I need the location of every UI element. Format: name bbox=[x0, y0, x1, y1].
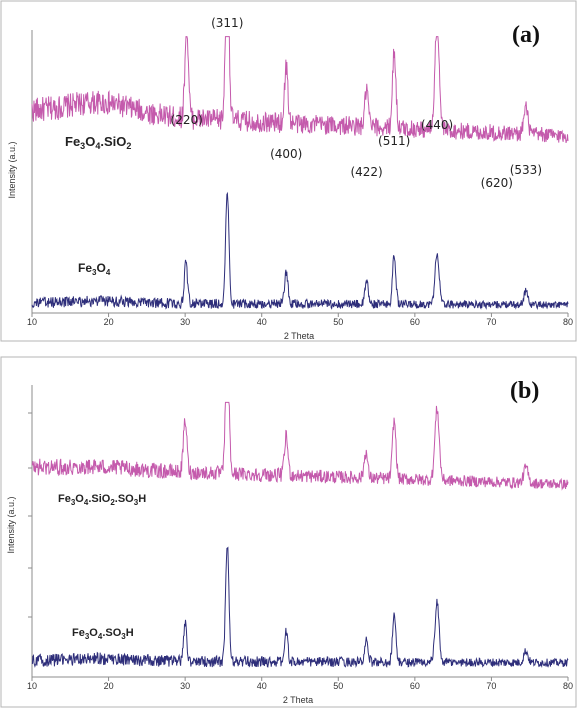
peak-annotation: (220) bbox=[171, 113, 203, 127]
x-tick-label: 20 bbox=[104, 317, 114, 327]
x-tick-label: 60 bbox=[410, 681, 420, 691]
peak-annotation: (533) bbox=[510, 163, 542, 177]
panel-a-plot: 10 20 30 40 50 60 70 80 Fe3O4.SiO2 Fe3O4 (220) (311… bbox=[27, 16, 573, 327]
series-line-fe3o4-so3h bbox=[31, 546, 569, 669]
series-line-fe3o4-sio2-so3h bbox=[31, 401, 569, 491]
x-tick-label: 70 bbox=[486, 681, 496, 691]
x-tick-label: 30 bbox=[180, 317, 190, 327]
panel-a-xlabel: 2 Theta bbox=[284, 331, 314, 341]
peak-annotation: (440) bbox=[421, 118, 453, 132]
panel-a-label: (a) bbox=[512, 22, 540, 48]
x-tick-label: 70 bbox=[486, 317, 496, 327]
series-label: Fe3O4.SO3H bbox=[72, 627, 134, 641]
peak-annotation: (422) bbox=[350, 165, 382, 179]
series-label: Fe3O4.SiO2.SO3H bbox=[58, 493, 146, 507]
panel-b-xlabel: 2 Theta bbox=[283, 695, 313, 705]
peak-annotation: (400) bbox=[270, 147, 302, 161]
x-tick-label: 10 bbox=[27, 317, 37, 327]
peak-annotation: (311) bbox=[211, 16, 243, 30]
peak-annotation: (620) bbox=[481, 176, 513, 190]
x-tick-label: 40 bbox=[257, 317, 267, 327]
panel-b-plot: 10 20 30 40 50 60 70 80 Fe3O4.SiO2.SO3H Fe3O4.SO3… bbox=[27, 385, 573, 691]
x-tick-label: 20 bbox=[104, 681, 114, 691]
panel-b-label: (b) bbox=[510, 378, 539, 404]
panel-b: (b) Intensity (a.u.) 2 Theta 10 20 30 40 50 6… bbox=[0, 356, 577, 708]
panel-b-ylabel: Intensity (a.u.) bbox=[6, 496, 16, 553]
x-tick-label: 80 bbox=[563, 317, 573, 327]
series-line-fe3o4-sio2 bbox=[31, 36, 569, 144]
series-label: Fe3O4.SiO2 bbox=[65, 134, 131, 151]
panel-a: (a) Intensity (a.u.) 2 Theta 10 20 30 40 50 6… bbox=[0, 0, 577, 342]
x-tick-label: 50 bbox=[333, 317, 343, 327]
panel-a-ylabel: Intensity (a.u.) bbox=[7, 141, 17, 198]
peak-annotation: (511) bbox=[378, 134, 410, 148]
series-line-fe3o4 bbox=[31, 191, 569, 310]
x-tick-label: 30 bbox=[180, 681, 190, 691]
series-label: Fe3O4 bbox=[78, 261, 111, 277]
x-tick-label: 10 bbox=[27, 681, 37, 691]
x-tick-label: 80 bbox=[563, 681, 573, 691]
x-tick-label: 40 bbox=[257, 681, 267, 691]
x-tick-label: 50 bbox=[333, 681, 343, 691]
x-tick-label: 60 bbox=[410, 317, 420, 327]
